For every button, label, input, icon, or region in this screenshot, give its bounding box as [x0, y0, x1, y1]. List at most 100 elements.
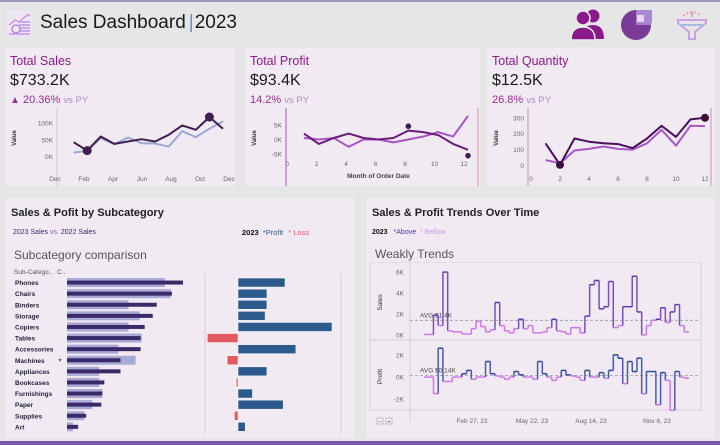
subcategory-label: Furnishings — [15, 391, 53, 398]
y-tick-label: 50K — [41, 137, 53, 144]
legend-2022-sales: 2022 Sales — [60, 229, 96, 236]
x-tick-label: Jun — [137, 176, 148, 183]
y-tick-label: 0K — [396, 333, 405, 340]
x-tick-label: 0 — [285, 161, 289, 168]
bar-2023-sales — [67, 302, 157, 307]
x-tick-label: 12 — [460, 161, 468, 168]
loss-bar — [235, 377, 239, 388]
subcategory-label: Copiers — [15, 324, 40, 331]
bottom-accent-bar — [0, 441, 720, 445]
subcategory-label: Bookcases — [15, 380, 50, 387]
bar-2023-sales — [67, 402, 102, 407]
x-tick-label: Aug — [165, 176, 177, 183]
y-tick-label: 0K — [274, 137, 283, 144]
kpi-value: $733.2K — [10, 72, 70, 89]
y-tick-label: 0K — [45, 154, 54, 161]
subcategory-label: Storage — [15, 313, 40, 320]
product-pie-icon[interactable] — [620, 6, 656, 42]
bar-2023-sales — [67, 291, 172, 296]
marker-min — [465, 152, 471, 159]
profit-bar — [237, 344, 297, 354]
kpi-title: Total Profit — [250, 54, 310, 68]
x-tick-label: Dec — [49, 176, 61, 183]
bar-2023-sales — [67, 324, 145, 329]
x-tick-label: 0 — [529, 176, 533, 183]
series-line-2023 — [544, 116, 706, 166]
profit-bar — [237, 322, 333, 332]
filter-icon[interactable] — [674, 6, 710, 42]
column-header-c[interactable]: C.. — [57, 269, 66, 276]
bar-2023-sales — [67, 358, 121, 363]
y-tick-label: 2K — [396, 352, 405, 359]
kpi-card-profit: Total Profit $93.4K 14.2% vs PY Value -5K… — [245, 48, 480, 186]
profit-bar — [237, 300, 268, 310]
profit-bar — [237, 277, 286, 288]
top-accent-bar — [0, 0, 720, 2]
section-title: Sales & Profit Trends Over Time — [372, 207, 540, 219]
y-tick-label: 300 — [513, 115, 524, 122]
customers-icon[interactable] — [570, 6, 606, 42]
y-tick-label: 100 — [513, 147, 524, 154]
trends-panel: Sales & Profit Trends Over Time 2023 *Ab… — [366, 198, 715, 438]
x-tick-label: Apr — [108, 176, 119, 183]
column-header-subcategory[interactable]: Sub-Catego.. — [14, 269, 53, 276]
page-title: Sales Dashboard |2023 — [40, 12, 237, 34]
dashboard-header: Sales Dashboard |2023 — [0, 2, 720, 42]
page-title-year: 2023 — [194, 12, 237, 33]
x-tick-label: 4 — [344, 161, 348, 168]
x-tick-label: 10 — [431, 161, 439, 168]
profit-bar — [237, 288, 268, 299]
kpi-delta: ▲ 20.36% vs PY — [10, 94, 88, 106]
x-tick-label: 8 — [645, 176, 649, 183]
legend-year: 2023 — [372, 229, 388, 236]
legend-loss: * Loss — [288, 228, 310, 237]
kpi-card-quantity: Total Quantity $12.5K 26.8% vs PY Value 0… — [487, 48, 715, 186]
bar-2023-sales — [67, 336, 141, 341]
series-line-2022 — [545, 124, 706, 165]
chart-subtitle: Subcategory comparison — [14, 248, 147, 262]
subcategory-label: Art — [15, 424, 25, 431]
y-tick-label: 6K — [396, 270, 405, 277]
x-tick-label: 2 — [315, 161, 319, 168]
profit-bar — [237, 311, 266, 321]
legend-below: * Bellow — [420, 229, 446, 236]
zoom-in-button[interactable] — [385, 417, 393, 425]
loss-bar — [234, 411, 239, 421]
y-axis-label: Sales — [377, 294, 384, 311]
title-separator: | — [188, 12, 194, 33]
y-tick-label: 0K — [396, 375, 405, 382]
kpi-delta-suffix: vs PY — [284, 95, 310, 106]
y-tick-label: 5K — [274, 122, 283, 129]
subcategory-label: Paper — [15, 402, 34, 409]
chart-frame — [369, 262, 702, 411]
zoom-out-label: − — [378, 420, 382, 426]
y-tick-label: 2K — [396, 312, 405, 319]
triangle-up-icon: ▲ — [10, 95, 20, 106]
sales-legend: 2023 Sales vs. 2022 Sales — [13, 229, 96, 236]
profit-legend: 2023 *Profit * Loss — [242, 228, 309, 237]
x-tick-label: Aug 14, 23 — [575, 418, 607, 425]
kpi-delta-value: 26.8% — [492, 94, 524, 106]
y-tick-label: -2K — [394, 397, 405, 404]
subcategory-label: Tables — [15, 336, 35, 343]
x-tick-label: 6 — [374, 161, 378, 168]
x-tick-label: Feb — [78, 176, 90, 183]
y-tick-label: 100K — [38, 121, 54, 128]
profit-bar — [237, 366, 268, 377]
column-headers: Sub-Catego.. C.. — [14, 269, 65, 276]
kpi-delta: 14.2% vs PY — [250, 94, 309, 106]
bar-2023-sales — [67, 380, 105, 385]
subcategory-label: Machines — [15, 358, 45, 365]
marker-max — [701, 113, 709, 122]
kpi-value: $12.5K — [492, 72, 543, 89]
chart-subtitle: Weakly Trends — [375, 247, 455, 261]
profit-sparkline-chart: Value -5K 0K 5K 0 2 4 6 8 10 12 Month of Order Date — [252, 108, 479, 186]
zoom-out-button[interactable] — [376, 417, 384, 425]
x-tick-label: Nov 6, 23 — [643, 418, 671, 425]
marker-max — [405, 123, 412, 130]
sales-sparkline-chart: Value 0K 50K 100K Dec Feb Apr Jun Aug Oct Dec — [12, 108, 235, 186]
quantity-sparkline-chart: Value 0 100 200 300 0 2 4 6 8 10 12 — [494, 108, 712, 186]
y-axis-label: Value — [12, 130, 18, 146]
x-tick-label: 2 — [558, 176, 562, 183]
